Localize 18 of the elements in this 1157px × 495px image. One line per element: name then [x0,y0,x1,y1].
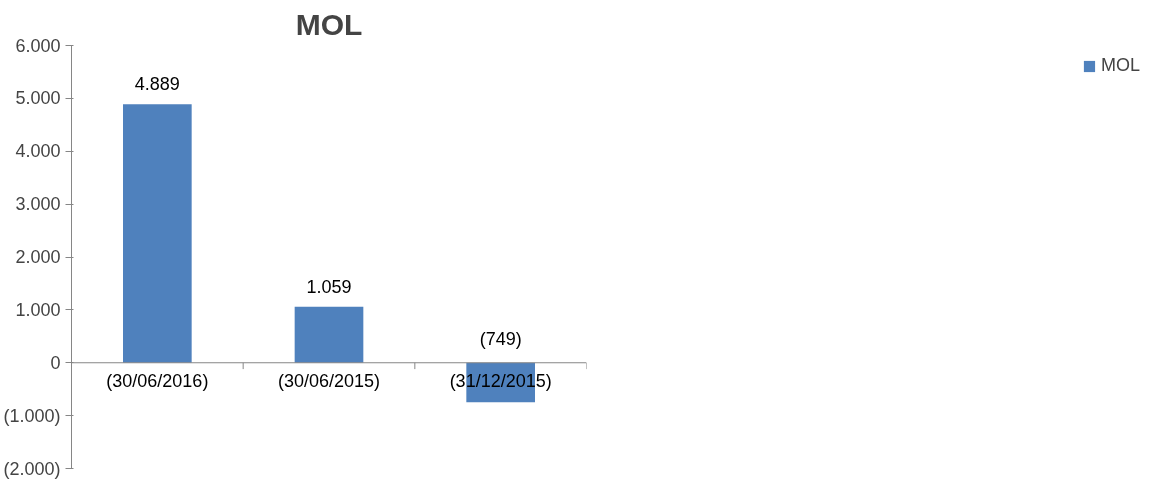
data-label: 4.889 [134,74,180,95]
y-tick-label: 0 [50,352,61,373]
y-tick-label: (2.000) [3,458,61,479]
bar [123,104,192,363]
y-tick-label: (1.000) [3,405,61,426]
chart-title: MOL [295,7,363,41]
legend-label: MOL [1100,55,1140,76]
x-tick-label: (30/06/2015) [277,370,381,391]
y-tick-label: 1.000 [15,299,61,320]
data-label: (749) [479,328,522,349]
bar [294,306,364,363]
y-tick-label: 5.000 [15,88,61,109]
y-tick-label: 3.000 [15,194,61,215]
y-tick-label: 2.000 [15,247,61,267]
data-label: 1.059 [306,276,352,297]
y-tick-label: 4.000 [15,141,61,162]
x-tick-label: (30/06/2016) [106,370,209,391]
y-tick-label: 6.000 [15,35,61,56]
